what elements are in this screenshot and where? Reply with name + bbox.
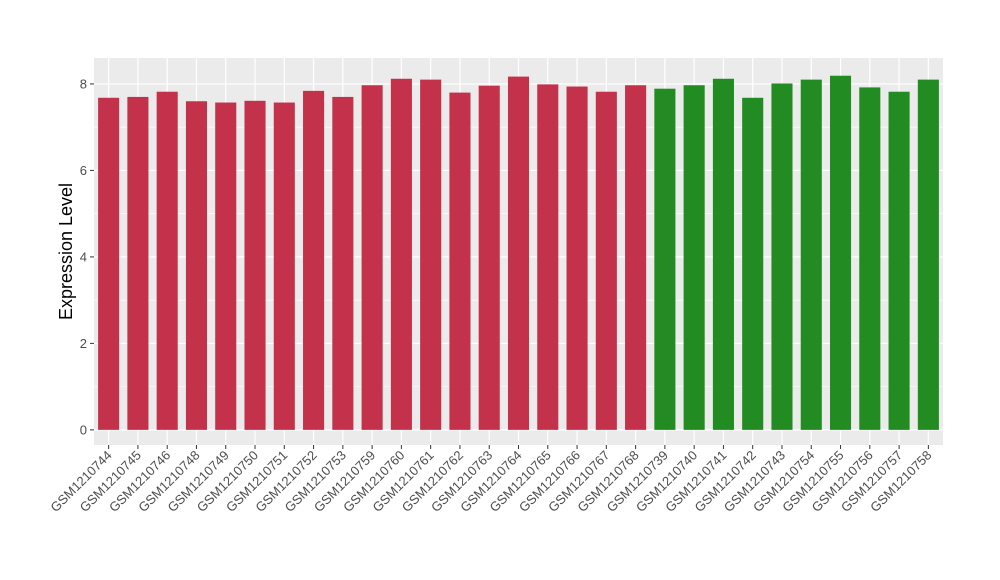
bar-GSM1210768	[625, 85, 647, 430]
bar-GSM1210741	[712, 78, 734, 430]
bars	[98, 75, 939, 430]
bar-GSM1210744	[98, 97, 120, 430]
bar-GSM1210745	[127, 96, 149, 430]
y-tick-label: 8	[80, 76, 87, 91]
bar-GSM1210742	[742, 97, 764, 430]
bar-GSM1210767	[595, 91, 617, 430]
bar-GSM1210759	[361, 85, 383, 430]
bar-GSM1210764	[507, 76, 530, 430]
bar-GSM1210746	[156, 91, 178, 430]
bar-GSM1210755	[829, 75, 852, 430]
bar-GSM1210750	[244, 100, 266, 430]
bar-GSM1210751	[273, 102, 295, 430]
y-axis: 0 2 4 6 8	[80, 76, 94, 437]
bar-GSM1210756	[859, 87, 881, 430]
bar-GSM1210743	[771, 83, 793, 430]
bar-GSM1210754	[800, 79, 822, 430]
bar-GSM1210761	[420, 79, 442, 430]
y-tick-label: 2	[80, 336, 87, 351]
bar-GSM1210739	[654, 88, 676, 430]
bar-GSM1210762	[449, 92, 471, 430]
y-tick-label: 4	[80, 249, 87, 264]
bar-GSM1210749	[215, 102, 237, 430]
bar-GSM1210748	[185, 101, 208, 430]
bar-GSM1210763	[478, 85, 500, 430]
bar-GSM1210752	[303, 90, 325, 430]
y-axis-title: Expression Level	[56, 183, 76, 320]
x-axis: GSM1210744GSM1210745GSM1210746GSM1210748…	[47, 445, 934, 515]
bar-GSM1210740	[683, 85, 705, 430]
y-tick-label: 6	[80, 163, 87, 178]
bar-GSM1210757	[888, 91, 910, 430]
bar-GSM1210766	[566, 86, 588, 430]
y-tick-label: 0	[80, 422, 87, 437]
bar-GSM1210765	[537, 84, 559, 430]
bar-GSM1210758	[917, 79, 939, 430]
bar-GSM1210760	[390, 78, 412, 430]
bar-GSM1210753	[332, 96, 354, 430]
